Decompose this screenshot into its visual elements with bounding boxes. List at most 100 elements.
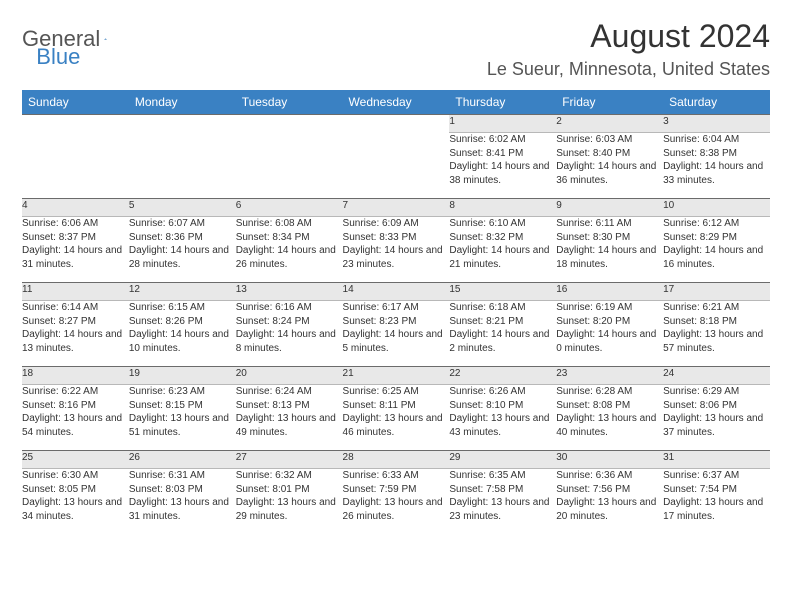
day-detail-cell: Sunrise: 6:21 AMSunset: 8:18 PMDaylight:… [663, 301, 770, 367]
daylight-line: Daylight: 14 hours and 38 minutes. [449, 160, 556, 187]
day-number-cell: 17 [663, 283, 770, 301]
sunrise-line: Sunrise: 6:17 AM [343, 301, 450, 315]
day-number-cell: 21 [343, 367, 450, 385]
day-number-cell: 30 [556, 451, 663, 469]
sunset-line: Sunset: 8:41 PM [449, 147, 556, 161]
sunset-line: Sunset: 8:15 PM [129, 399, 236, 413]
sunset-line: Sunset: 8:30 PM [556, 231, 663, 245]
day-number-cell: 1 [449, 115, 556, 133]
calendar-body: 123Sunrise: 6:02 AMSunset: 8:41 PMDaylig… [22, 115, 770, 535]
day-number-cell: 2 [556, 115, 663, 133]
sunrise-line: Sunrise: 6:10 AM [449, 217, 556, 231]
daylight-line: Daylight: 14 hours and 0 minutes. [556, 328, 663, 355]
daylight-line: Daylight: 13 hours and 43 minutes. [449, 412, 556, 439]
day-number-cell: 24 [663, 367, 770, 385]
daylight-line: Daylight: 14 hours and 21 minutes. [449, 244, 556, 271]
sunset-line: Sunset: 8:40 PM [556, 147, 663, 161]
daylight-line: Daylight: 14 hours and 13 minutes. [22, 328, 129, 355]
weekday-header: Wednesday [343, 90, 450, 115]
daylight-line: Daylight: 13 hours and 29 minutes. [236, 496, 343, 523]
day-number-cell: 14 [343, 283, 450, 301]
day-detail-cell: Sunrise: 6:11 AMSunset: 8:30 PMDaylight:… [556, 217, 663, 283]
sunrise-line: Sunrise: 6:30 AM [22, 469, 129, 483]
day-number-cell [129, 115, 236, 133]
day-detail-cell: Sunrise: 6:15 AMSunset: 8:26 PMDaylight:… [129, 301, 236, 367]
sunrise-line: Sunrise: 6:23 AM [129, 385, 236, 399]
sunrise-line: Sunrise: 6:07 AM [129, 217, 236, 231]
sunset-line: Sunset: 8:03 PM [129, 483, 236, 497]
day-number-cell: 3 [663, 115, 770, 133]
day-number-cell: 22 [449, 367, 556, 385]
day-number-cell: 26 [129, 451, 236, 469]
sunrise-line: Sunrise: 6:22 AM [22, 385, 129, 399]
day-number-cell: 29 [449, 451, 556, 469]
sunrise-line: Sunrise: 6:35 AM [449, 469, 556, 483]
daylight-line: Daylight: 14 hours and 2 minutes. [449, 328, 556, 355]
daylight-line: Daylight: 13 hours and 54 minutes. [22, 412, 129, 439]
day-detail-cell: Sunrise: 6:32 AMSunset: 8:01 PMDaylight:… [236, 469, 343, 535]
sunrise-line: Sunrise: 6:04 AM [663, 133, 770, 147]
day-detail-cell: Sunrise: 6:36 AMSunset: 7:56 PMDaylight:… [556, 469, 663, 535]
day-detail-cell: Sunrise: 6:04 AMSunset: 8:38 PMDaylight:… [663, 133, 770, 199]
sunrise-line: Sunrise: 6:19 AM [556, 301, 663, 315]
location-text: Le Sueur, Minnesota, United States [487, 59, 770, 80]
sunrise-line: Sunrise: 6:11 AM [556, 217, 663, 231]
sunset-line: Sunset: 8:24 PM [236, 315, 343, 329]
sunset-line: Sunset: 8:18 PM [663, 315, 770, 329]
sunset-line: Sunset: 8:34 PM [236, 231, 343, 245]
daylight-line: Daylight: 14 hours and 36 minutes. [556, 160, 663, 187]
daylight-line: Daylight: 13 hours and 40 minutes. [556, 412, 663, 439]
daylight-line: Daylight: 14 hours and 23 minutes. [343, 244, 450, 271]
daylight-line: Daylight: 14 hours and 26 minutes. [236, 244, 343, 271]
weekday-header-row: SundayMondayTuesdayWednesdayThursdayFrid… [22, 90, 770, 115]
sunset-line: Sunset: 8:38 PM [663, 147, 770, 161]
daylight-line: Daylight: 13 hours and 34 minutes. [22, 496, 129, 523]
daylight-line: Daylight: 13 hours and 31 minutes. [129, 496, 236, 523]
daylight-line: Daylight: 13 hours and 46 minutes. [343, 412, 450, 439]
day-number-cell [236, 115, 343, 133]
day-number-cell: 23 [556, 367, 663, 385]
page-header: General Blue August 2024 Le Sueur, Minne… [22, 18, 770, 80]
day-number-cell: 5 [129, 199, 236, 217]
day-detail-cell [129, 133, 236, 199]
daylight-line: Daylight: 13 hours and 20 minutes. [556, 496, 663, 523]
day-detail-cell: Sunrise: 6:08 AMSunset: 8:34 PMDaylight:… [236, 217, 343, 283]
day-detail-cell: Sunrise: 6:14 AMSunset: 8:27 PMDaylight:… [22, 301, 129, 367]
sunrise-line: Sunrise: 6:16 AM [236, 301, 343, 315]
sunset-line: Sunset: 8:33 PM [343, 231, 450, 245]
sunset-line: Sunset: 8:37 PM [22, 231, 129, 245]
calendar-table: SundayMondayTuesdayWednesdayThursdayFrid… [22, 90, 770, 535]
day-detail-cell: Sunrise: 6:24 AMSunset: 8:13 PMDaylight:… [236, 385, 343, 451]
day-number-cell: 18 [22, 367, 129, 385]
logo-text-blue: Blue [36, 44, 80, 70]
month-title: August 2024 [487, 18, 770, 55]
sunset-line: Sunset: 7:58 PM [449, 483, 556, 497]
title-block: August 2024 Le Sueur, Minnesota, United … [487, 18, 770, 80]
sunset-line: Sunset: 7:59 PM [343, 483, 450, 497]
day-number-row: 11121314151617 [22, 283, 770, 301]
day-detail-row: Sunrise: 6:22 AMSunset: 8:16 PMDaylight:… [22, 385, 770, 451]
sunrise-line: Sunrise: 6:26 AM [449, 385, 556, 399]
daylight-line: Daylight: 14 hours and 18 minutes. [556, 244, 663, 271]
daylight-line: Daylight: 14 hours and 16 minutes. [663, 244, 770, 271]
day-detail-row: Sunrise: 6:14 AMSunset: 8:27 PMDaylight:… [22, 301, 770, 367]
day-number-cell: 4 [22, 199, 129, 217]
day-number-cell [22, 115, 129, 133]
daylight-line: Daylight: 13 hours and 57 minutes. [663, 328, 770, 355]
sunrise-line: Sunrise: 6:24 AM [236, 385, 343, 399]
day-number-cell: 9 [556, 199, 663, 217]
daylight-line: Daylight: 14 hours and 28 minutes. [129, 244, 236, 271]
sunset-line: Sunset: 7:56 PM [556, 483, 663, 497]
weekday-header: Tuesday [236, 90, 343, 115]
sunset-line: Sunset: 8:08 PM [556, 399, 663, 413]
sunset-line: Sunset: 8:36 PM [129, 231, 236, 245]
daylight-line: Daylight: 13 hours and 26 minutes. [343, 496, 450, 523]
weekday-header: Friday [556, 90, 663, 115]
daylight-line: Daylight: 14 hours and 31 minutes. [22, 244, 129, 271]
day-detail-cell: Sunrise: 6:28 AMSunset: 8:08 PMDaylight:… [556, 385, 663, 451]
daylight-line: Daylight: 14 hours and 10 minutes. [129, 328, 236, 355]
daylight-line: Daylight: 13 hours and 37 minutes. [663, 412, 770, 439]
day-detail-cell: Sunrise: 6:16 AMSunset: 8:24 PMDaylight:… [236, 301, 343, 367]
sunrise-line: Sunrise: 6:02 AM [449, 133, 556, 147]
day-detail-cell: Sunrise: 6:31 AMSunset: 8:03 PMDaylight:… [129, 469, 236, 535]
